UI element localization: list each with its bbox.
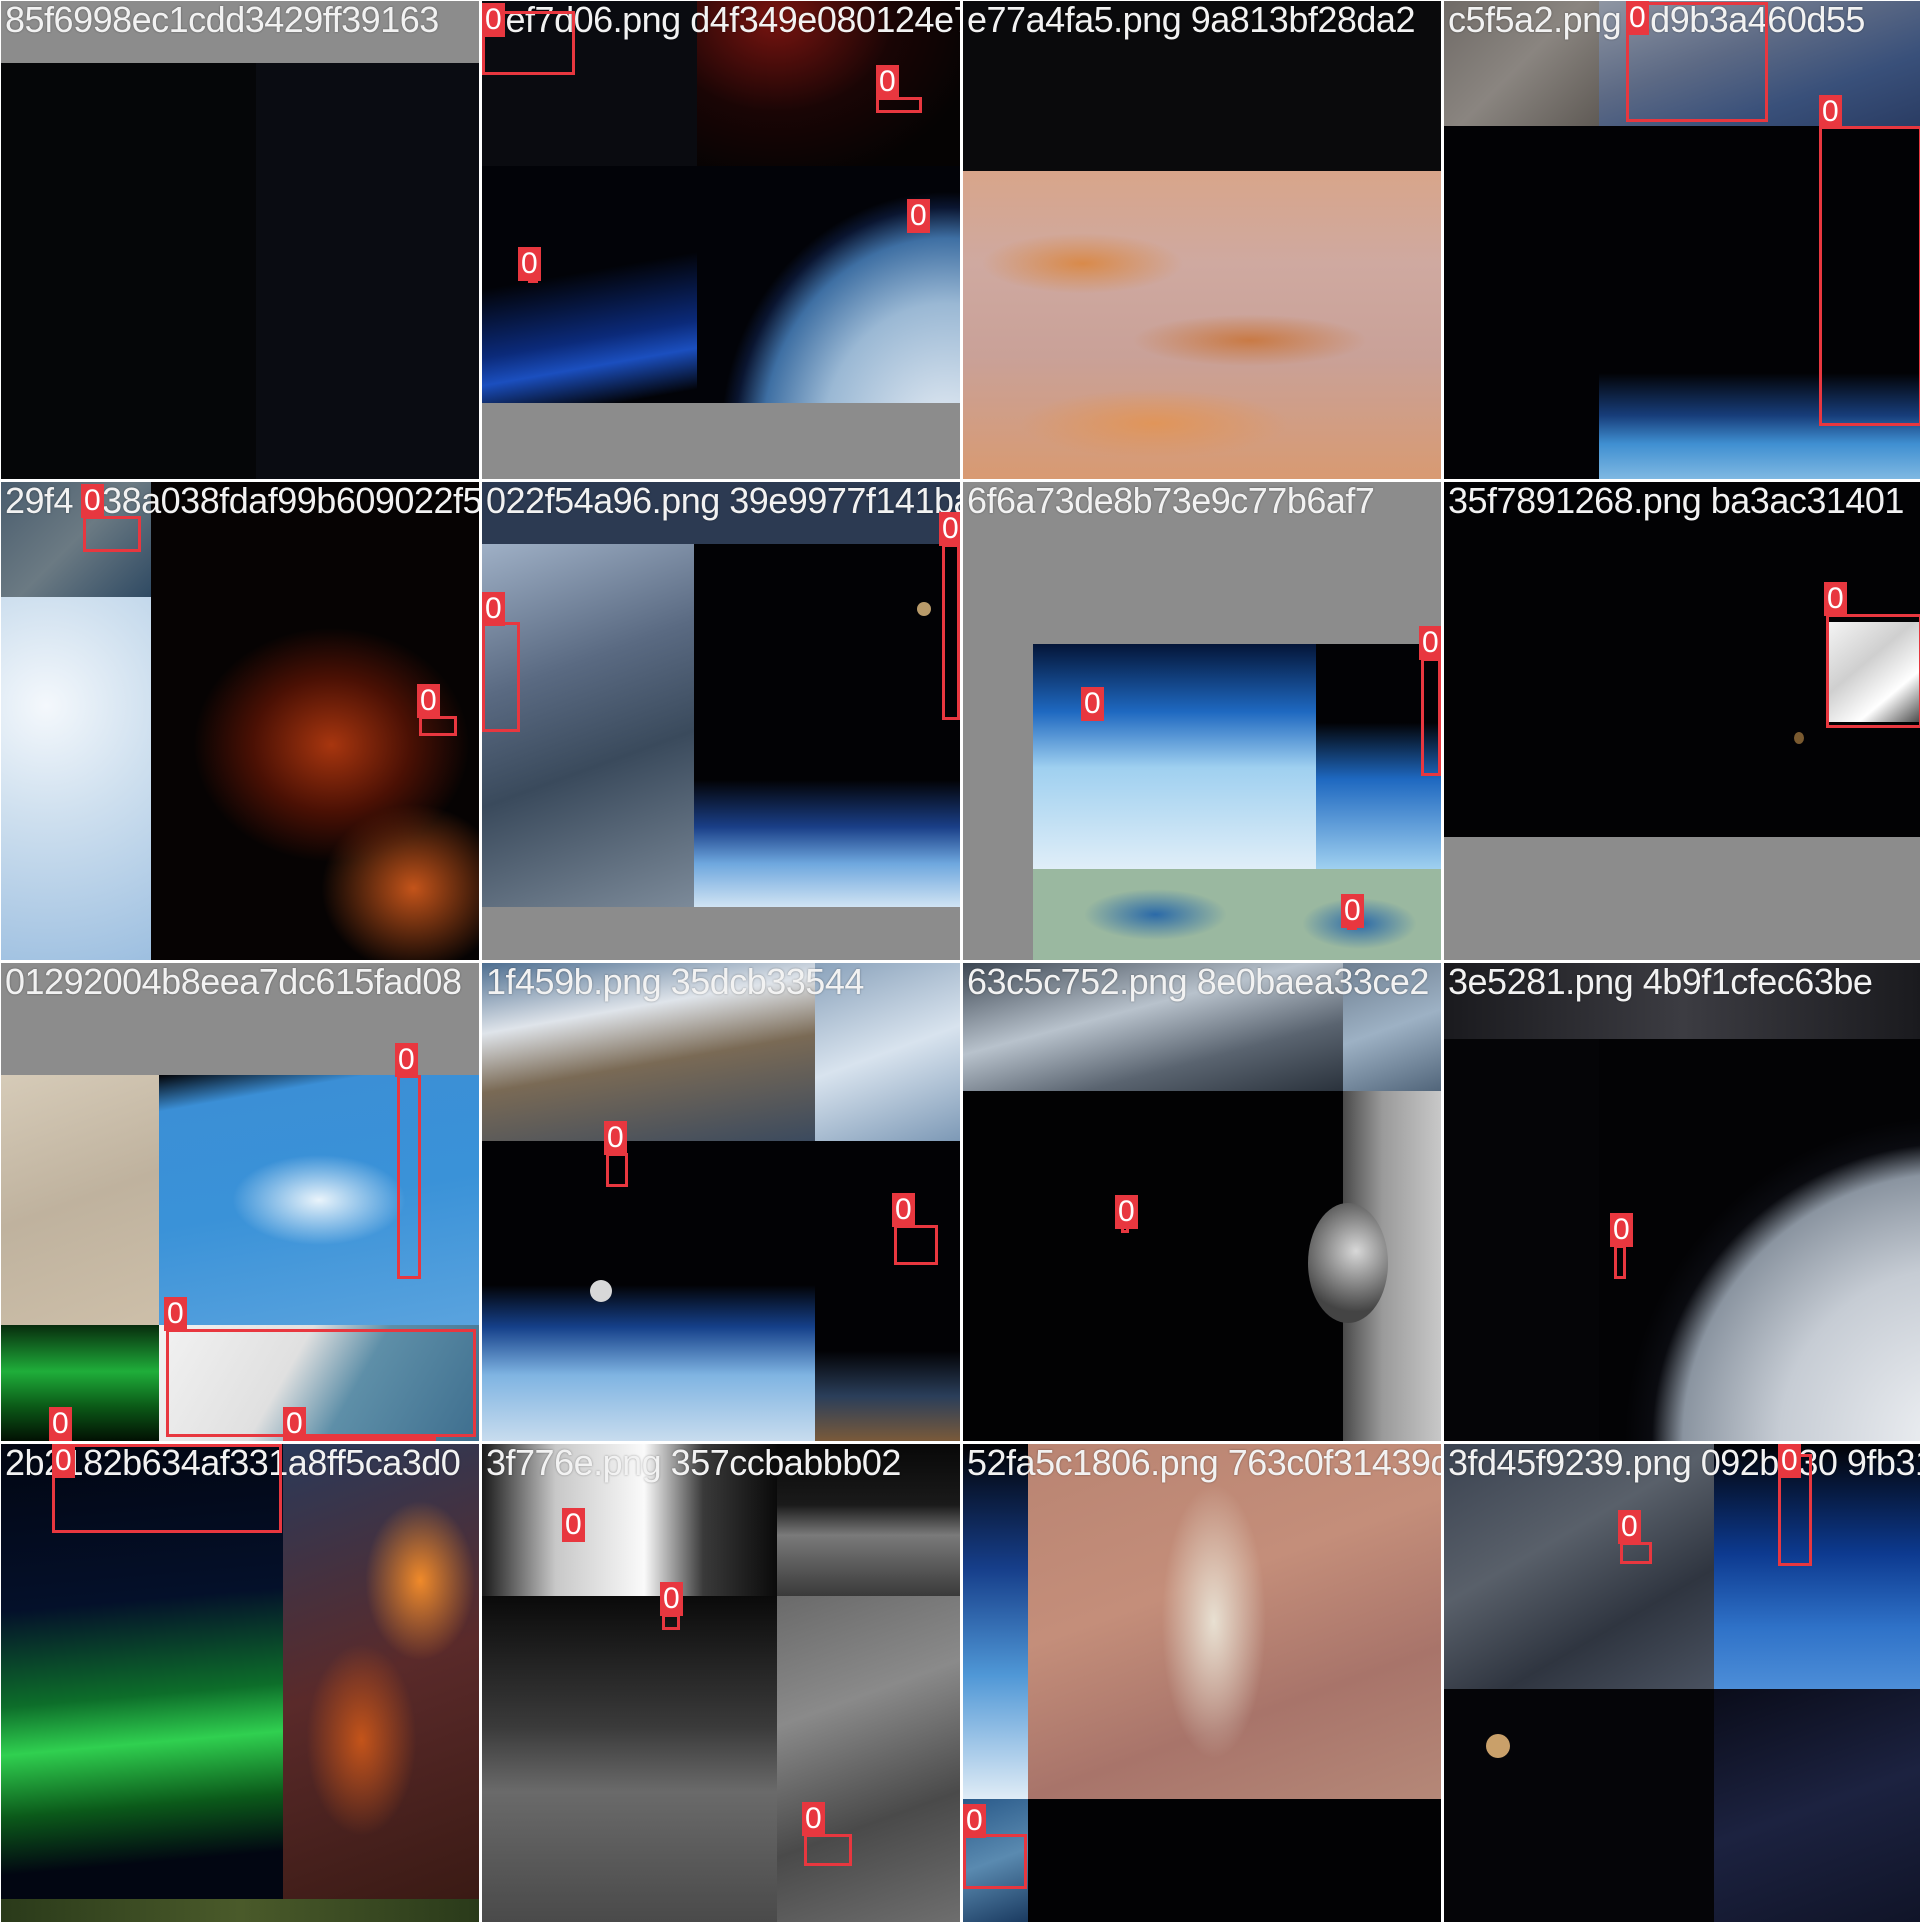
tile-filename: 3e5281.png 4b9f1cfec63be (1448, 963, 1873, 1002)
detection-label: 0 (604, 1121, 627, 1155)
detection-label: 0 (1778, 1444, 1801, 1478)
mosaic-tile: 35f7891268.png ba3ac31401 0 (1444, 482, 1920, 960)
detection-box (894, 1225, 938, 1265)
tile-filename: 85f6998ec1cdd3429ff39163 (5, 1, 439, 40)
detection-box (1819, 126, 1920, 426)
detection-label: 0 (49, 1407, 72, 1441)
detection-label: 0 (482, 592, 505, 626)
tile-filename: 2b2182b634af331a8ff5ca3d0 (5, 1444, 461, 1483)
tile-image (482, 482, 960, 960)
detection-label: 0 (939, 512, 960, 546)
tile-filename: 52fa5c1806.png 763c0f31439d0 (967, 1444, 1441, 1483)
detection-box (1826, 614, 1920, 728)
mosaic-tile: 6f6a73de8b73e9c77b6af7 0 0 0 (963, 482, 1441, 960)
detection-box (397, 1075, 421, 1279)
mosaic-tile: c5f5a2.png 2d9b3a460d55 0 0 (1444, 1, 1920, 479)
mosaic-tile: 022f54a96.png 39e9977f141ba 0 0 (482, 482, 960, 960)
tile-image (1444, 1444, 1920, 1922)
tile-filename: 29f4 238a038fdaf99b609022f54a96.png 9e99… (5, 482, 479, 521)
detection-box (662, 1614, 680, 1630)
detection-box (286, 1437, 436, 1441)
detection-box (83, 516, 141, 552)
mosaic-tile: 01292004b8eea7dc615fad08 0 0 0 0 (1, 963, 479, 1441)
mosaic-tile: 5ef7d06.png d4f349e080124e7742254 0 0 0 … (482, 1, 960, 479)
mosaic-tile: 3f776e.png 357ccbabbb02 0 0 0 (482, 1444, 960, 1922)
tile-filename: 35f7891268.png ba3ac31401 (1448, 482, 1904, 521)
detection-label: 0 (963, 1804, 986, 1838)
detection-box (1626, 2, 1768, 122)
tile-image (1444, 482, 1920, 960)
tile-image (1, 963, 479, 1441)
detection-box (419, 716, 457, 736)
mosaic-tile: 3e5281.png 4b9f1cfec63be 0 (1444, 963, 1920, 1441)
detection-box (1614, 1245, 1626, 1279)
detection-box (942, 544, 960, 720)
mosaic-tile: e77a4fa5.png 9a813bf28da2 (963, 1, 1441, 479)
tile-filename: 1f459b.png 35dcb33544 (486, 963, 864, 1002)
detection-box (1620, 1542, 1652, 1564)
detection-label: 0 (1610, 1213, 1633, 1247)
tile-image (1, 1444, 479, 1922)
tile-filename: e77a4fa5.png 9a813bf28da2 (967, 1, 1415, 40)
mosaic-tile: 29f4 238a038fdaf99b609022f54a96.png 9e99… (1, 482, 479, 960)
tile-filename: 022f54a96.png 39e9977f141ba (486, 482, 960, 521)
tile-image (1444, 1, 1920, 479)
mosaic-tile: 85f6998ec1cdd3429ff39163 (1, 1, 479, 479)
tile-filename: 3fd45f9239.png 092b530 9fb312 (1448, 1444, 1920, 1483)
detection-box (876, 97, 922, 113)
detection-label: 0 (164, 1297, 187, 1331)
mosaic-tile: 3fd45f9239.png 092b530 9fb312 0 0 (1444, 1444, 1920, 1922)
detection-box (166, 1329, 476, 1437)
detection-label: 0 (802, 1802, 825, 1836)
tile-filename: 6f6a73de8b73e9c77b6af7 (967, 482, 1375, 521)
detection-label: 0 (1341, 894, 1364, 928)
detection-label: 0 (482, 3, 505, 37)
detection-box (1421, 658, 1441, 776)
tile-filename: c5f5a2.png 2d9b3a460d55 (1448, 1, 1865, 40)
tile-image (482, 963, 960, 1441)
tile-filename: 3f776e.png 357ccbabbb02 (486, 1444, 901, 1483)
detection-label: 0 (1626, 1, 1649, 35)
detection-label: 0 (395, 1043, 418, 1077)
mosaic-tile: 2b2182b634af331a8ff5ca3d0 0 (1, 1444, 479, 1922)
detection-label: 0 (660, 1582, 683, 1616)
detection-label: 0 (1819, 95, 1842, 129)
detection-label: 0 (892, 1193, 915, 1227)
tile-filename: 63c5c752.png 8e0baea33ce2 (967, 963, 1429, 1002)
tile-filename: 5ef7d06.png d4f349e080124e7742254 (486, 1, 960, 40)
tile-image (1, 482, 479, 960)
detection-box (804, 1834, 852, 1866)
detection-label: 0 (1419, 626, 1441, 660)
tile-image (963, 963, 1441, 1441)
detection-label: 0 (562, 1508, 585, 1542)
detection-label: 0 (1081, 687, 1104, 721)
detection-label: 0 (1115, 1195, 1138, 1229)
detection-box (606, 1153, 628, 1187)
detection-label: 0 (1824, 582, 1847, 616)
detection-label: 0 (1618, 1510, 1641, 1544)
mosaic-tile: 1f459b.png 35dcb33544 0 0 (482, 963, 960, 1441)
detection-label: 0 (907, 199, 930, 233)
tile-image (1, 1, 479, 479)
mosaic-tile: 63c5c752.png 8e0baea33ce2 0 (963, 963, 1441, 1441)
tile-image (482, 1444, 960, 1922)
tile-image (963, 1444, 1441, 1922)
mosaic-tile: 52fa5c1806.png 763c0f31439d0 0 (963, 1444, 1441, 1922)
detection-label: 0 (876, 65, 899, 99)
detection-label: 0 (417, 684, 440, 718)
tile-filename: 01292004b8eea7dc615fad08 (5, 963, 462, 1002)
detection-label: 0 (81, 484, 104, 518)
detection-label: 0 (52, 1444, 75, 1478)
detection-label: 0 (283, 1407, 306, 1441)
tile-image (1444, 963, 1920, 1441)
detection-box (482, 11, 575, 75)
detection-box (963, 1834, 1027, 1889)
detection-box (482, 622, 520, 732)
tile-image (963, 482, 1441, 960)
detection-label: 0 (518, 247, 541, 281)
tile-image (963, 1, 1441, 479)
detection-box (52, 1444, 282, 1533)
